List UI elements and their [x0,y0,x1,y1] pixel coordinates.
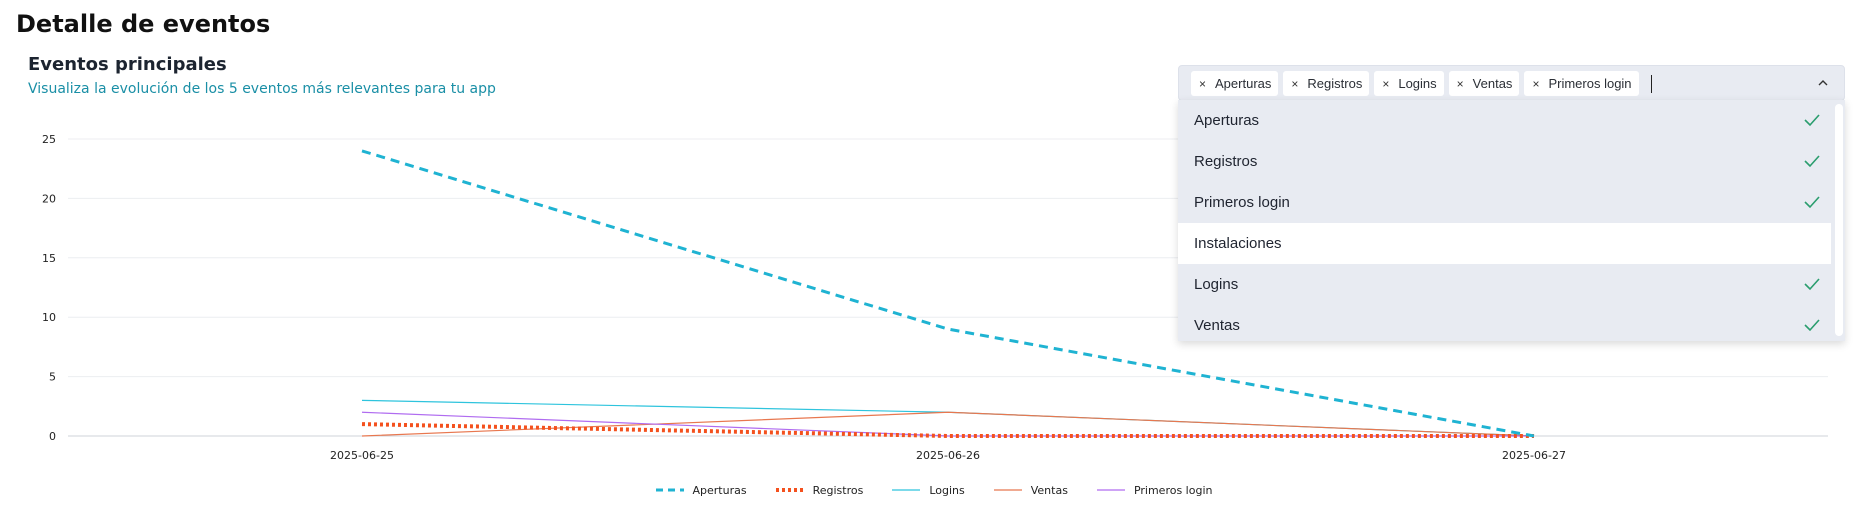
chip-remove-icon[interactable]: × [1199,76,1207,91]
option-aperturas[interactable]: Aperturas [1178,100,1831,141]
legend-swatch [775,488,804,492]
series-line-registros [361,422,1534,438]
legend-label: Logins [929,483,965,497]
chip-ventas: × Ventas [1448,71,1520,96]
option-label: Registros [1194,153,1258,170]
dropdown-scrollbar[interactable] [1835,104,1843,336]
chip-label: Registros [1307,76,1363,91]
legend-item[interactable]: Logins [891,480,965,500]
check-icon [1804,196,1820,209]
option-label: Aperturas [1194,112,1260,129]
option-label: Primeros login [1194,194,1290,211]
legend-swatch [993,489,1022,491]
y-tick-label: 15 [42,252,56,265]
chip-remove-icon[interactable]: × [1456,76,1464,91]
option-logins[interactable]: Logins [1178,264,1831,305]
legend-label: Aperturas [692,483,747,497]
y-tick-label: 10 [42,311,56,324]
option-primeros-login[interactable]: Primeros login [1178,182,1831,223]
chip-label: Primeros login [1548,76,1632,91]
y-tick-label: 25 [42,133,56,146]
y-tick-label: 5 [49,371,56,384]
check-icon [1804,278,1820,291]
chip-remove-icon[interactable]: × [1291,76,1299,91]
chip-logins: × Logins [1374,71,1444,96]
selected-chips: × Aperturas × Registros × Logins × Ventas × Prime… [1191,71,1652,96]
option-label: Logins [1194,276,1239,293]
series-line-logins [361,399,1535,437]
chart-legend: Aperturas Registros Logins Ventas Primeros l… [0,480,1867,500]
series-line-primeros-login [361,411,1534,437]
chip-primeros-login: × Primeros login [1524,71,1639,96]
series-line-ventas [361,411,1535,437]
y-tick-label: 0 [49,430,56,443]
chevron-up-icon[interactable] [1816,76,1830,90]
x-tick-label: 2025-06-27 [1502,449,1566,462]
legend-item[interactable]: Ventas [993,480,1068,500]
option-label: Instalaciones [1194,235,1282,252]
chip-label: Aperturas [1215,76,1272,91]
legend-label: Registros [812,483,864,497]
option-registros[interactable]: Registros [1178,141,1831,182]
x-tick-label: 2025-06-25 [330,449,394,462]
card-subtitle: Visualiza la evolución de los 5 eventos … [28,81,496,97]
legend-item[interactable]: Primeros login [1096,480,1213,500]
series-line-aperturas [361,149,1535,438]
option-instalaciones[interactable]: Instalaciones [1178,223,1831,264]
legend-swatch [1096,489,1125,491]
chip-remove-icon[interactable]: × [1382,76,1390,91]
chip-aperturas: × Aperturas [1191,71,1279,96]
chip-label: Ventas [1472,76,1513,91]
chip-registros: × Registros [1283,71,1370,96]
card-title: Eventos principales [28,54,227,75]
legend-swatch [892,489,921,491]
legend-label: Primeros login [1133,483,1213,497]
option-label: Ventas [1194,317,1240,334]
legend-label: Ventas [1030,483,1068,497]
x-tick-label: 2025-06-26 [916,449,980,462]
legend-swatch [655,488,684,492]
check-icon [1804,114,1820,127]
page-title: Detalle de eventos [16,10,271,38]
option-ventas[interactable]: Ventas [1178,305,1831,346]
check-icon [1804,319,1820,332]
text-cursor[interactable] [1650,74,1652,93]
chip-remove-icon[interactable]: × [1532,76,1540,91]
check-icon [1804,155,1820,168]
legend-item[interactable]: Aperturas [655,480,747,500]
legend-item[interactable]: Registros [775,480,864,500]
event-multiselect[interactable]: × Aperturas × Registros × Logins × Ventas × Prime… [1178,65,1845,101]
y-tick-label: 20 [42,192,56,205]
chip-label: Logins [1398,76,1437,91]
event-options-dropdown: Aperturas Registros Primeros login Instalac… [1178,100,1845,341]
